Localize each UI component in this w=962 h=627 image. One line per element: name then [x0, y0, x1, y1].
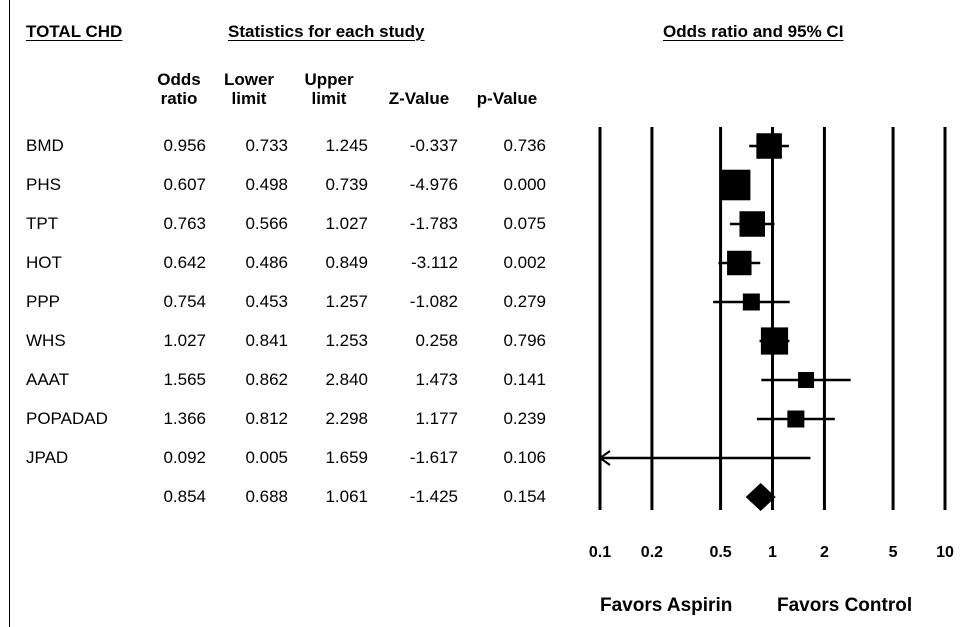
group-header: TOTAL CHD: [26, 22, 123, 41]
z-value-cell: 1.177: [415, 409, 458, 428]
col-odds-ratio-line1: Odds: [157, 70, 201, 89]
x-tick-label: 5: [888, 544, 898, 561]
p-value-cell: 0.002: [503, 253, 546, 272]
z-value-cell: -1.783: [409, 214, 458, 233]
odds-ratio-cell: 0.642: [163, 253, 206, 272]
upper-limit-cell: 2.298: [325, 409, 368, 428]
upper-limit-cell: 1.253: [325, 331, 368, 350]
point-estimate-square: [798, 372, 815, 388]
lower-limit-cell: 0.005: [245, 448, 288, 467]
p-value-cell: 0.141: [503, 370, 546, 389]
study-name-cell: JPAD: [26, 448, 69, 467]
upper-limit-cell: 1.027: [325, 214, 368, 233]
p-value-cell: 0.075: [503, 214, 546, 233]
p-value-cell: 0.239: [503, 409, 546, 428]
col-lower-limit-line2: limit: [231, 89, 267, 108]
favors-control-label: Favors Control: [777, 595, 913, 616]
col-p-value-header: p-Value: [476, 89, 538, 108]
lower-limit-cell: 0.841: [245, 331, 288, 350]
lower-limit-cell: 0.498: [245, 175, 288, 194]
col-upper-limit-header: Upper limit: [298, 70, 360, 108]
odds-ratio-cell: 1.565: [163, 370, 206, 389]
col-upper-limit-line1: Upper: [304, 70, 354, 89]
stats-header: Statistics for each study: [228, 22, 425, 41]
summary-diamond: [745, 483, 776, 511]
lower-limit-cell: 0.733: [245, 136, 288, 155]
p-value-cell: 0.000: [503, 175, 546, 194]
study-name-cell: POPADAD: [26, 409, 108, 428]
point-estimate-square: [756, 133, 782, 159]
study-name-cell: TPT: [26, 214, 59, 233]
study-name-cell: HOT: [26, 253, 62, 272]
odds-ratio-cell: 0.607: [163, 175, 206, 194]
upper-limit-cell: 1.061: [325, 487, 368, 506]
z-value-cell: 1.473: [415, 370, 458, 389]
col-lower-limit-line1: Lower: [223, 70, 275, 89]
z-value-cell: -1.082: [409, 292, 458, 311]
odds-ratio-cell: 0.754: [163, 292, 206, 311]
x-tick-label: 1: [768, 544, 777, 561]
col-odds-ratio-header: Odds ratio: [148, 70, 210, 108]
study-name-cell: PHS: [26, 175, 61, 194]
z-value-cell: -1.617: [409, 448, 458, 467]
x-tick-label: 10: [936, 544, 954, 561]
odds-ratio-cell: 0.763: [163, 214, 206, 233]
lower-limit-cell: 0.688: [245, 487, 288, 506]
col-lower-limit-header: Lower limit: [218, 70, 280, 108]
x-tick-label: 0.1: [588, 544, 612, 561]
z-value-cell: -0.337: [409, 136, 458, 155]
odds-ratio-cell: 1.366: [163, 409, 206, 428]
favors-aspirin-label: Favors Aspirin: [600, 595, 733, 616]
study-name-cell: AAAT: [26, 370, 70, 389]
p-value-cell: 0.154: [503, 487, 546, 506]
p-value-cell: 0.106: [503, 448, 546, 467]
p-value-cell: 0.279: [503, 292, 546, 311]
lower-limit-cell: 0.566: [245, 214, 288, 233]
upper-limit-cell: 2.840: [325, 370, 368, 389]
upper-limit-cell: 1.257: [325, 292, 368, 311]
study-name-cell: PPP: [26, 292, 61, 311]
odds-ratio-cell: 0.854: [163, 487, 206, 506]
z-value-cell: 0.258: [415, 331, 458, 350]
odds-ratio-cell: 0.956: [163, 136, 206, 155]
upper-limit-cell: 0.739: [325, 175, 368, 194]
lower-limit-cell: 0.862: [245, 370, 288, 389]
point-estimate-square: [719, 169, 751, 201]
point-estimate-square: [787, 410, 805, 428]
study-name-cell: BMD: [26, 136, 64, 155]
point-estimate-square: [739, 211, 765, 237]
x-tick-label: 0.2: [640, 544, 664, 561]
lower-limit-cell: 0.453: [245, 292, 288, 311]
ci-arrow: [598, 450, 611, 466]
col-z-value-header: Z-Value: [388, 89, 450, 108]
z-value-cell: -4.976: [409, 175, 458, 194]
odds-ratio-cell: 0.092: [163, 448, 206, 467]
odds-ratio-cell: 1.027: [163, 331, 206, 350]
upper-limit-cell: 1.245: [325, 136, 368, 155]
lower-limit-cell: 0.812: [245, 409, 288, 428]
point-estimate-square: [742, 293, 760, 311]
x-tick-label: 0.5: [709, 544, 732, 561]
col-upper-limit-line2: limit: [311, 89, 347, 108]
plot-header: Odds ratio and 95% CI: [663, 22, 844, 41]
x-tick-label: 2: [819, 544, 829, 561]
z-value-cell: -3.112: [411, 253, 458, 272]
study-name-cell: WHS: [26, 331, 66, 350]
z-value-cell: -1.425: [409, 487, 458, 506]
col-odds-ratio-line2: ratio: [160, 89, 198, 108]
p-value-cell: 0.796: [503, 331, 546, 350]
lower-limit-cell: 0.486: [245, 253, 288, 272]
upper-limit-cell: 1.659: [325, 448, 368, 467]
point-estimate-square: [760, 327, 789, 355]
upper-limit-cell: 0.849: [325, 253, 368, 272]
left-frame-line: [9, 0, 10, 627]
point-estimate-square: [727, 250, 752, 276]
p-value-cell: 0.736: [503, 136, 546, 155]
